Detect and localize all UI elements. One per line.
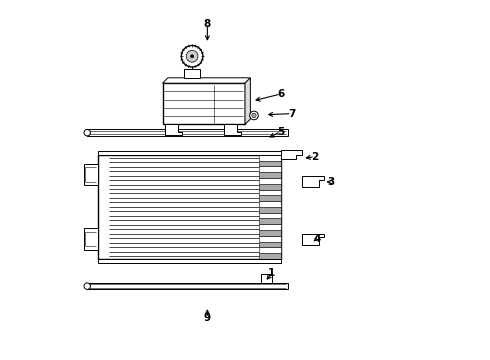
Text: 6: 6 — [277, 89, 285, 99]
Text: 7: 7 — [288, 109, 295, 119]
Polygon shape — [259, 155, 281, 161]
Polygon shape — [259, 253, 281, 259]
Ellipse shape — [84, 130, 91, 136]
Text: 1: 1 — [268, 268, 275, 278]
Text: 9: 9 — [204, 313, 211, 323]
Polygon shape — [281, 150, 302, 159]
Polygon shape — [302, 176, 324, 187]
Circle shape — [181, 45, 203, 67]
Polygon shape — [259, 161, 281, 166]
Circle shape — [250, 111, 258, 120]
Ellipse shape — [84, 283, 91, 289]
Text: 4: 4 — [313, 234, 320, 244]
Polygon shape — [184, 69, 200, 78]
Polygon shape — [259, 224, 281, 230]
Circle shape — [186, 50, 198, 62]
Polygon shape — [259, 184, 281, 190]
Text: 5: 5 — [277, 127, 285, 136]
Polygon shape — [259, 230, 281, 236]
Polygon shape — [302, 234, 324, 244]
Polygon shape — [163, 83, 245, 125]
Polygon shape — [84, 228, 98, 250]
Polygon shape — [245, 78, 250, 125]
Circle shape — [191, 55, 194, 58]
Polygon shape — [259, 195, 281, 201]
Polygon shape — [163, 78, 250, 83]
Circle shape — [252, 113, 256, 118]
Polygon shape — [224, 125, 241, 135]
Polygon shape — [259, 213, 281, 219]
Polygon shape — [259, 247, 281, 253]
Polygon shape — [165, 125, 181, 135]
Text: 3: 3 — [327, 177, 335, 187]
Polygon shape — [98, 150, 281, 155]
Text: 2: 2 — [311, 152, 318, 162]
Polygon shape — [259, 207, 281, 213]
Polygon shape — [259, 172, 281, 178]
Polygon shape — [259, 190, 281, 195]
Polygon shape — [259, 236, 281, 242]
Polygon shape — [259, 178, 281, 184]
Polygon shape — [98, 259, 281, 263]
Polygon shape — [259, 201, 281, 207]
Polygon shape — [98, 155, 281, 259]
Polygon shape — [87, 283, 288, 289]
Polygon shape — [261, 274, 272, 283]
Polygon shape — [87, 130, 288, 136]
Polygon shape — [259, 166, 281, 172]
Polygon shape — [259, 242, 281, 247]
Polygon shape — [259, 219, 281, 224]
Text: 8: 8 — [204, 19, 211, 29]
Polygon shape — [84, 164, 98, 185]
